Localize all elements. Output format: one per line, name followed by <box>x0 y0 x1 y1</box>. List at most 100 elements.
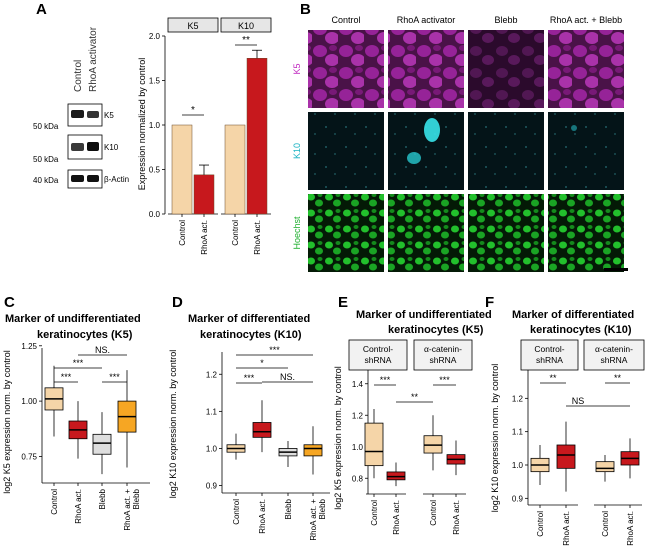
significance-label: *** <box>380 375 391 385</box>
micrograph-hoechst <box>388 194 464 272</box>
column-label: Blebb <box>494 15 517 25</box>
xtick-label: RhoA act. <box>392 500 401 535</box>
facet-strip-k5 <box>167 17 219 33</box>
panel-b-micrograph-grid: Control RhoA activator Blebb RhoA act. + Bl… <box>292 15 624 272</box>
panel-e-ylabel: log2 K5 expression norm. by control <box>333 366 343 510</box>
ytick-label: 1.00 <box>21 397 37 406</box>
facet-label: α-catenin- <box>424 344 462 354</box>
significance-label: *** <box>439 375 450 385</box>
band-actin-rhoa <box>87 175 99 182</box>
bar-k10-control <box>224 124 246 215</box>
column-label: RhoA activator <box>397 15 456 25</box>
facet-label-k5: K5 <box>187 21 198 31</box>
panel-f-boxplot: Marker of differentiated keratinocytes (… <box>490 309 645 546</box>
facet-label: α-catenin- <box>595 344 633 354</box>
micrograph-k5 <box>388 30 464 108</box>
panel-c-title-line1: Marker of undifferentiated <box>5 313 141 325</box>
facet-label: Control- <box>534 344 564 354</box>
ytick-label: 0.8 <box>352 474 364 483</box>
xtick-label: RhoA act. <box>452 500 461 535</box>
xtick-label: Control <box>50 489 59 515</box>
row-label-k10: K10 <box>292 143 302 159</box>
k10-signal-blob <box>571 125 577 131</box>
panel-a-ylabel: Expression normalized by control <box>137 58 147 191</box>
panel-a-xtick-label: Control <box>231 220 240 246</box>
significance-label: *** <box>61 372 72 382</box>
facet-label: shRNA <box>536 355 563 365</box>
band-actin-control <box>71 175 84 182</box>
micrograph-hoechst <box>468 194 544 272</box>
panel-a-ytick-label: 0.0 <box>149 210 161 219</box>
panel-e-title-line1: Marker of undifferentiated <box>356 309 492 321</box>
marker-40kda: 40 kDa <box>33 176 59 185</box>
bar-k5-rhoa <box>193 174 215 215</box>
significance-label: NS. <box>280 372 295 382</box>
panel-a-ytick-label: 1.0 <box>149 121 161 130</box>
panel-a-xtick-label: Control <box>178 220 187 246</box>
box <box>364 422 384 467</box>
ytick-label: 1.0 <box>512 461 524 470</box>
panel-d-title-line1: Marker of differentiated <box>188 313 310 325</box>
row-label-hoechst: Hoechst <box>292 216 302 250</box>
box <box>92 433 112 455</box>
ytick-label: 1.2 <box>206 370 218 379</box>
significance-label: *** <box>73 358 84 368</box>
panel-letter-c: C <box>4 294 15 311</box>
panel-letter-f: F <box>485 294 494 311</box>
panel-d-ylabel: log2 K10 expression norm. by control <box>168 350 178 499</box>
panel-d-title-line2: keratinocytes (K10) <box>200 329 302 341</box>
xtick-label: Blebb <box>98 488 107 509</box>
significance-label: * <box>260 358 264 368</box>
micrograph-k10 <box>308 112 384 190</box>
band-k10-rhoa <box>87 142 99 151</box>
facet-strip <box>413 339 473 371</box>
micrograph-k5 <box>308 30 384 108</box>
lane-label-rhoa: RhoA activator <box>88 26 99 92</box>
panel-letter-e: E <box>338 294 348 311</box>
facet-label: Control- <box>363 344 393 354</box>
box <box>252 422 272 438</box>
xtick-label: RhoA act. + <box>123 489 132 531</box>
panel-e-boxplot: Marker of undifferentiated keratinocytes… <box>333 309 492 535</box>
column-label: RhoA act. + Blebb <box>550 15 622 25</box>
band-k5-rhoa <box>87 111 99 118</box>
xtick-label: Blebb <box>284 498 293 519</box>
facet-label: shRNA <box>365 355 392 365</box>
panel-f-ylabel: log2 K10 expression norm. by control <box>490 364 500 513</box>
xtick-label: Blebb <box>318 498 327 519</box>
box <box>386 471 406 481</box>
bar-k5-control <box>171 124 193 215</box>
lane-label-control: Control <box>73 60 84 92</box>
ytick-label: 1.4 <box>352 380 364 389</box>
panel-d-boxplot: Marker of differentiated keratinocytes (… <box>168 313 330 541</box>
xtick-label: Control <box>370 500 379 526</box>
k10-signal-blob <box>407 152 421 164</box>
ytick-label: 0.75 <box>21 452 37 461</box>
significance-label: *** <box>244 373 255 383</box>
panel-a-xtick-label: RhoA act. <box>253 220 262 255</box>
panel-e-title-line2: keratinocytes (K5) <box>388 324 484 336</box>
ytick-label: 1.0 <box>352 443 364 452</box>
facet-label: shRNA <box>430 355 457 365</box>
band-k5-control <box>71 110 84 118</box>
ytick-label: 1.1 <box>512 428 524 437</box>
xtick-label: Control <box>429 500 438 526</box>
micrograph-hoechst <box>308 194 384 272</box>
band-label-k10: K10 <box>104 143 119 152</box>
scale-bar <box>604 268 628 271</box>
xtick-label: Control <box>232 499 241 525</box>
panel-a-ytick-label: 2.0 <box>149 32 161 41</box>
facet-strip <box>583 339 645 371</box>
ytick-label: 1.2 <box>352 411 364 420</box>
ytick-label: 0.9 <box>206 482 218 491</box>
facet-strip <box>520 339 579 371</box>
band-label-k5: K5 <box>104 111 114 120</box>
panel-c-title-line2: keratinocytes (K5) <box>37 329 133 341</box>
xtick-label: Control <box>536 511 545 537</box>
panel-c-ylabel: log2 K5 expression norm. by control <box>2 350 12 494</box>
facet-label: shRNA <box>601 355 628 365</box>
panel-letter-a: A <box>36 1 47 18</box>
ytick-label: 1.25 <box>21 342 37 351</box>
panel-c-boxplot: Marker of undifferentiated keratinocytes… <box>2 313 150 531</box>
box <box>595 461 615 473</box>
